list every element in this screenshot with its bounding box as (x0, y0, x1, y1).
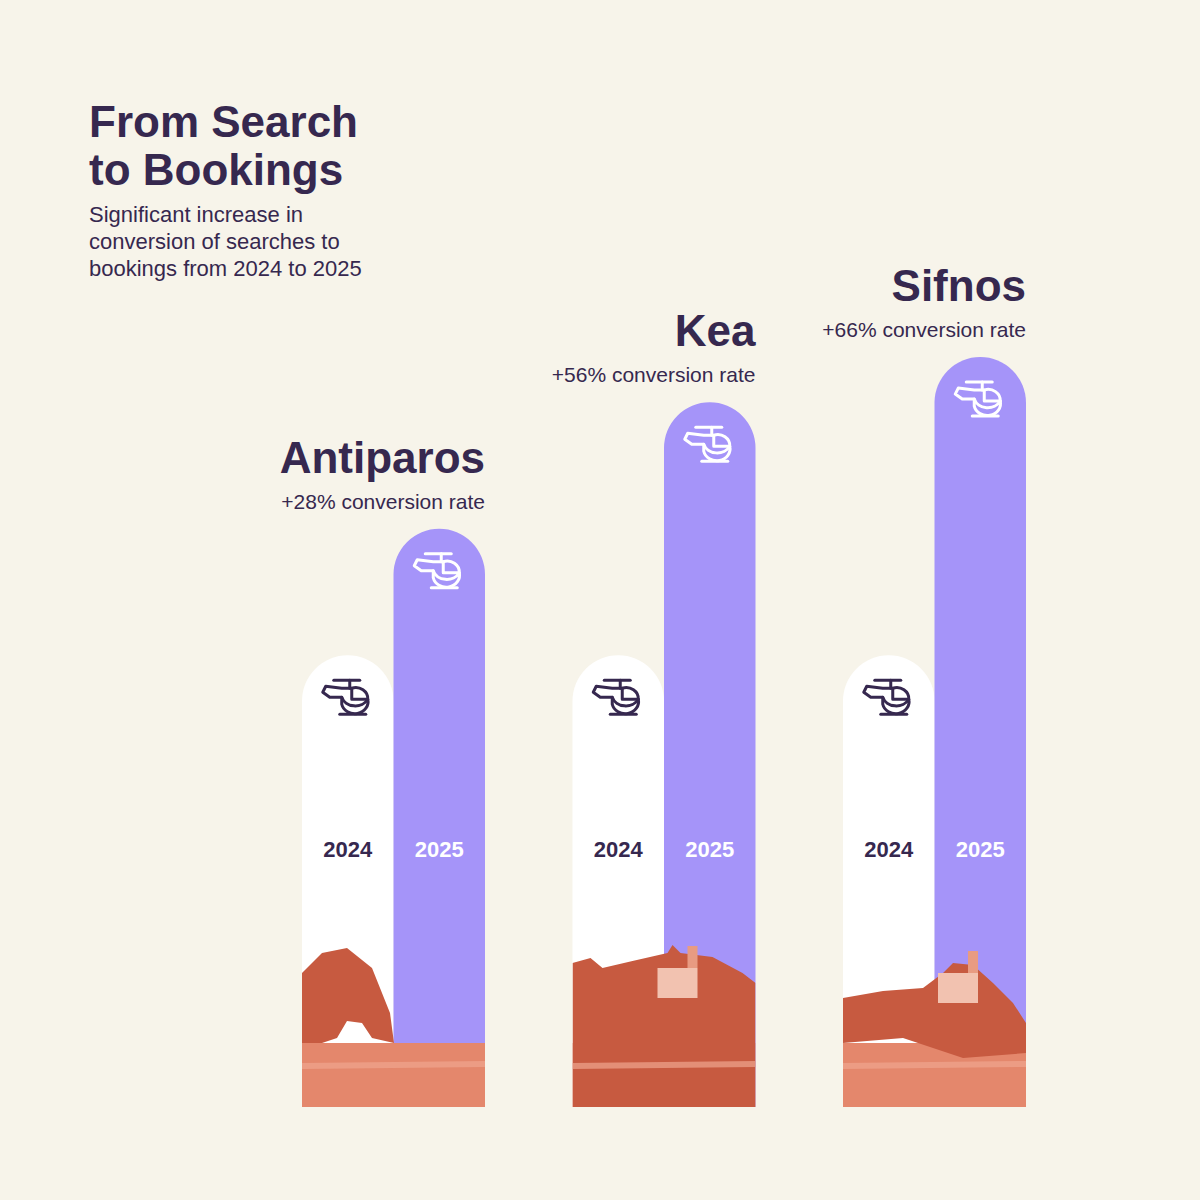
rotor (334, 679, 360, 682)
series-label: 2024 (594, 837, 644, 862)
helicopter-icon (955, 382, 1000, 416)
window (714, 435, 730, 446)
helicopter-icon (593, 680, 638, 714)
rotor (966, 381, 992, 384)
bar (302, 655, 394, 1107)
series-label: 2024 (864, 837, 914, 862)
chart: From Searchto Bookings Significant increa… (0, 0, 1200, 1200)
labels: 2024 2025 Antiparos +28% conversion rate 202… (280, 261, 1026, 862)
helicopter-icon (864, 680, 909, 714)
shore-light (843, 1061, 1026, 1069)
rotor (425, 552, 451, 555)
title: From Searchto Bookings (89, 97, 358, 194)
shore-light (302, 1061, 485, 1069)
landscape (302, 948, 485, 1107)
annotation: +56% conversion rate (552, 363, 756, 386)
skid (610, 713, 636, 716)
skid (431, 586, 457, 589)
helicopter-icon (323, 680, 368, 714)
body (955, 388, 1000, 408)
category-label: Kea (675, 306, 756, 355)
window (352, 688, 368, 699)
tower (688, 946, 698, 968)
water (302, 1043, 485, 1107)
building (658, 968, 698, 998)
category-label: Sifnos (892, 261, 1026, 310)
bar (394, 529, 486, 1107)
rotor (604, 679, 630, 682)
window (443, 562, 459, 573)
rock (302, 948, 394, 1043)
helicopter-icon (414, 554, 459, 588)
category-label: Antiparos (280, 433, 485, 482)
annotation: +66% conversion rate (822, 318, 1026, 341)
window (622, 688, 638, 699)
helicopter-icon (685, 427, 730, 461)
skid (702, 460, 728, 463)
subtitle-line: Significant increase in (89, 202, 303, 227)
series-label: 2025 (685, 837, 734, 862)
skid (972, 415, 998, 418)
annotation: +28% conversion rate (281, 490, 485, 513)
building (938, 973, 978, 1003)
title-line: to Bookings (89, 145, 343, 194)
landscape (843, 951, 1026, 1107)
subtitle-line: bookings from 2024 to 2025 (89, 256, 362, 281)
series-label: 2024 (323, 837, 373, 862)
shore-light (573, 1061, 756, 1069)
body (864, 686, 909, 706)
background (0, 0, 1200, 1200)
skid (340, 713, 366, 716)
body (323, 686, 368, 706)
rotor (875, 679, 901, 682)
subtitle: Significant increase inconversion of sea… (89, 202, 362, 281)
body (414, 560, 459, 580)
decorations (302, 945, 1026, 1107)
window (984, 390, 1000, 401)
body (685, 433, 730, 453)
rotor (696, 426, 722, 429)
series-label: 2025 (956, 837, 1005, 862)
body (593, 686, 638, 706)
rock (573, 945, 756, 1107)
landscape (573, 945, 756, 1107)
title-line: From Search (89, 97, 358, 146)
rock (843, 963, 1026, 1058)
series-label: 2025 (415, 837, 464, 862)
tower (968, 951, 978, 973)
window (893, 688, 909, 699)
skid (881, 713, 907, 716)
subtitle-line: conversion of searches to (89, 229, 340, 254)
